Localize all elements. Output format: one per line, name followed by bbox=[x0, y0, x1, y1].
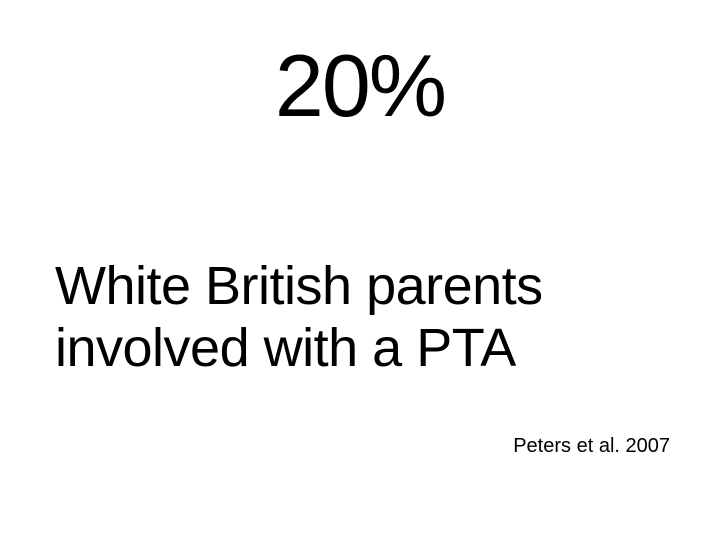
citation: Peters et al. 2007 bbox=[513, 435, 670, 458]
stat-description-line2: involved with a PTA bbox=[55, 317, 543, 379]
stat-description: White British parents involved with a PT… bbox=[55, 255, 543, 379]
stat-value: 20% bbox=[0, 35, 720, 137]
stat-description-line1: White British parents bbox=[55, 255, 543, 317]
